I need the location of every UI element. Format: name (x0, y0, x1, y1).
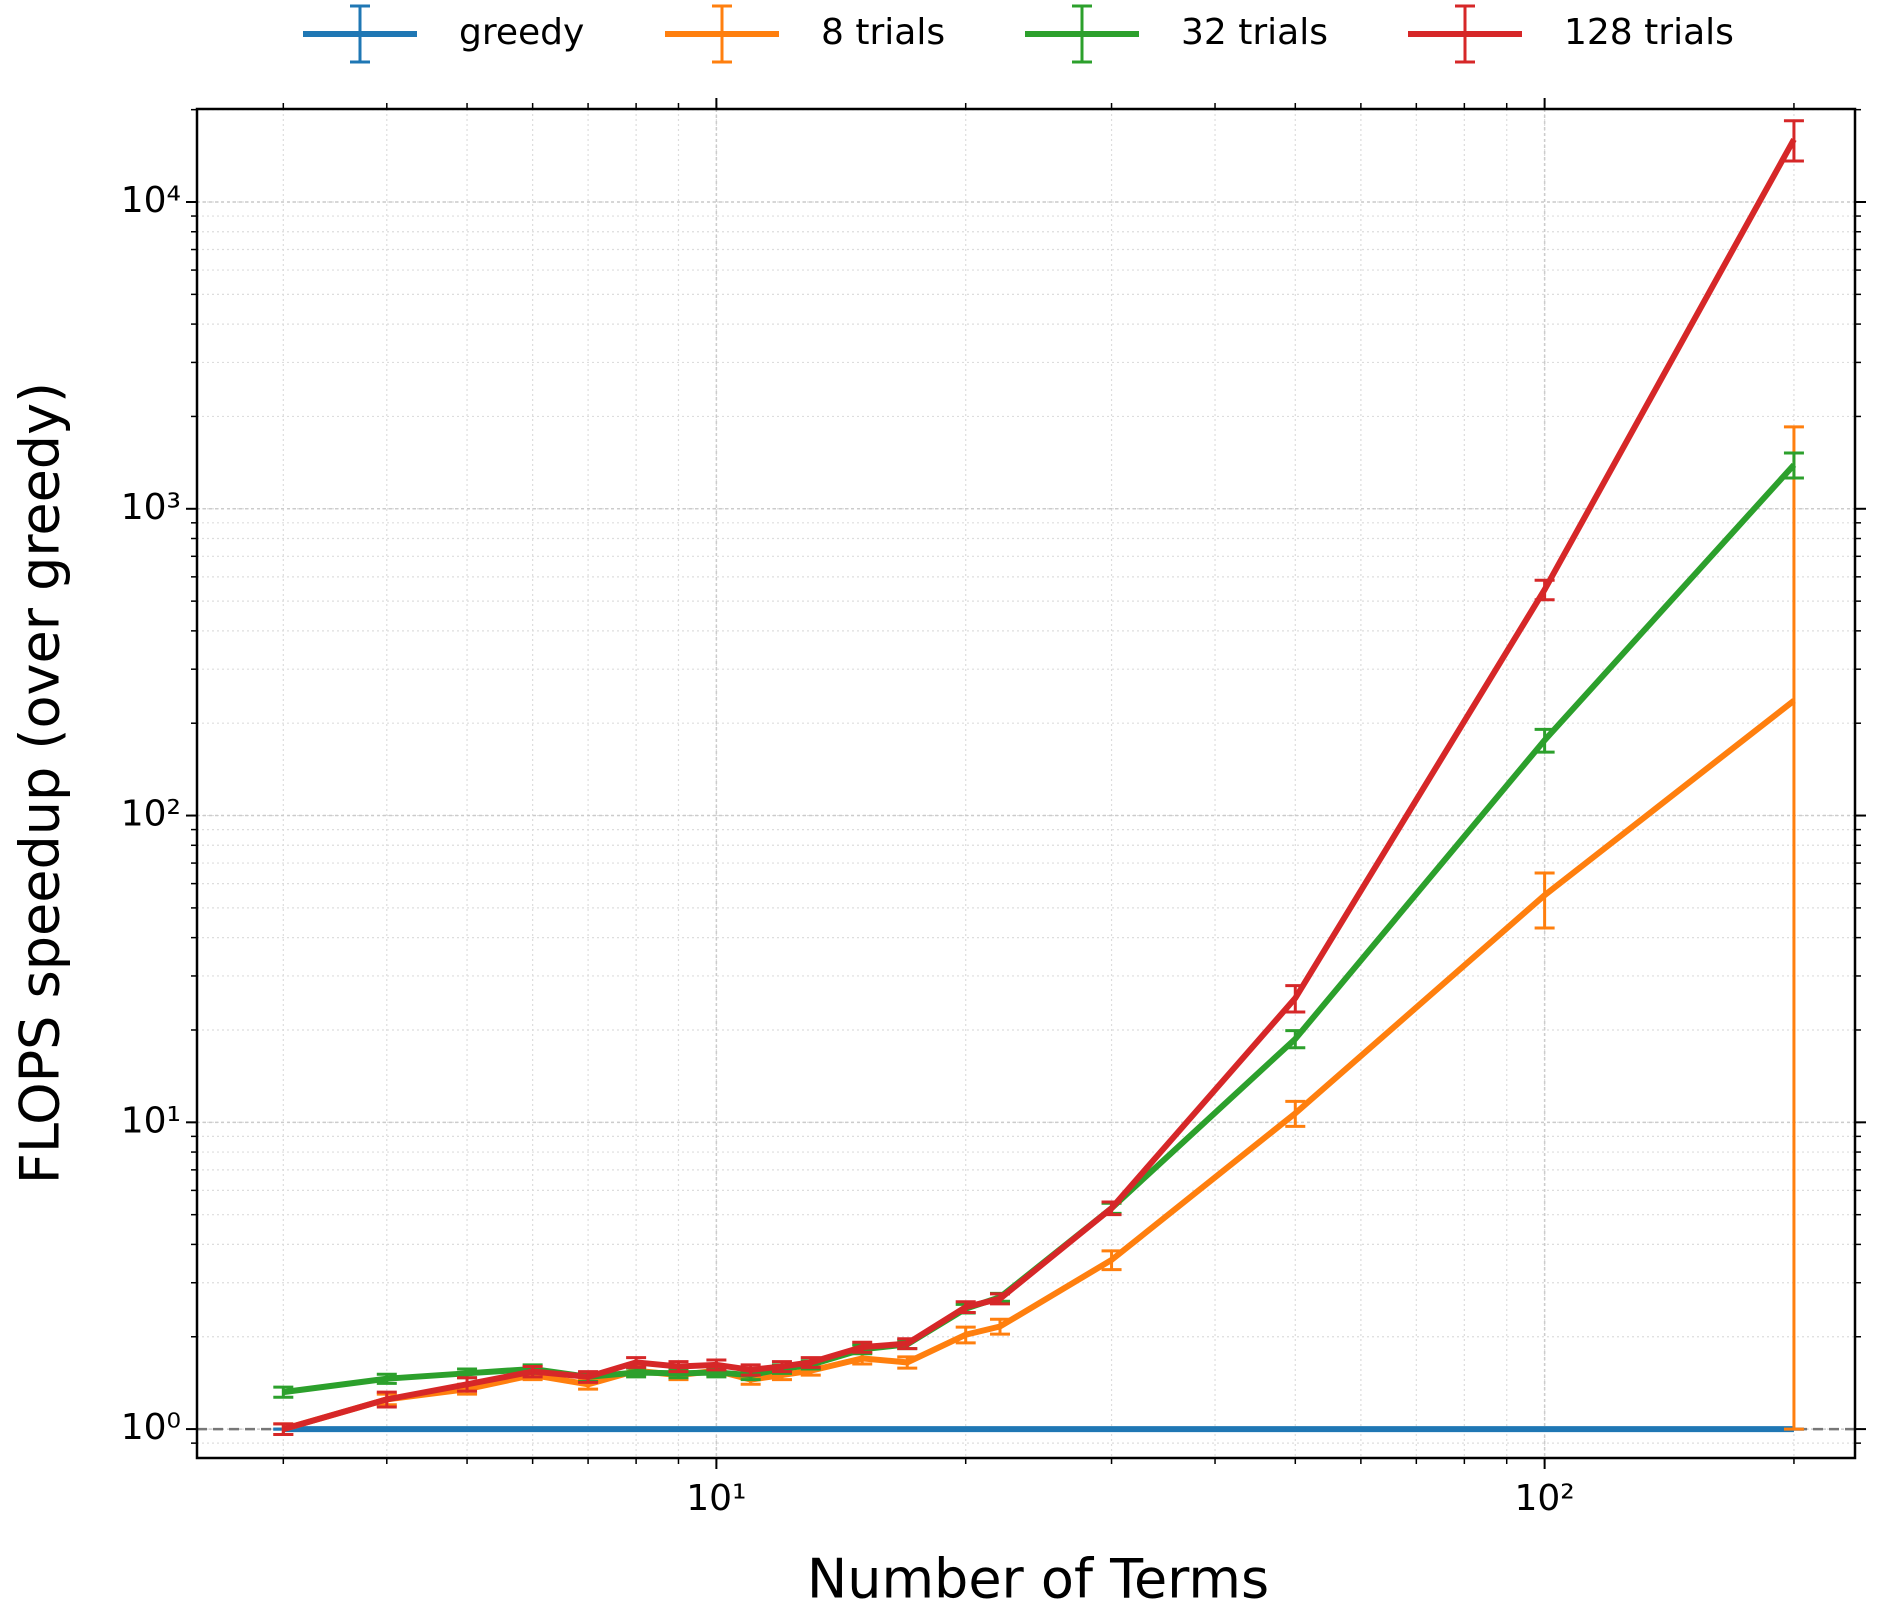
error-bar (457, 1376, 478, 1393)
x-tick-label: 10¹ (686, 1478, 746, 1519)
error-bar (989, 1292, 1010, 1306)
error-bar (273, 1385, 294, 1399)
legend-label: 32 trials (1181, 12, 1328, 53)
error-bar (852, 1340, 873, 1354)
series-line (282, 698, 1796, 1432)
error-bar (955, 1300, 976, 1314)
error-bar (578, 1370, 599, 1384)
error-bar (800, 1356, 821, 1369)
error-bar (376, 1390, 397, 1409)
legend-label: 8 trials (821, 12, 945, 53)
error-bar (897, 1337, 918, 1351)
error-bar (1534, 578, 1555, 602)
error-bar (522, 1364, 543, 1379)
error-bar (1534, 871, 1555, 930)
error-bar (273, 1422, 294, 1437)
plot-frame (195, 107, 1857, 1460)
y-tick-label: 10⁰ (121, 1407, 181, 1448)
error-bar (626, 1356, 647, 1369)
y-axis-label: FLOPS speedup (over greedy) (9, 382, 72, 1184)
error-bar (771, 1360, 792, 1374)
error-bar (1534, 727, 1555, 754)
error-bar (1285, 984, 1306, 1014)
x-tick-label: 10² (1514, 1478, 1574, 1519)
error-bar (706, 1358, 727, 1372)
error-bar (740, 1363, 761, 1377)
y-tick-label: 10⁴ (121, 180, 181, 221)
error-bar (1101, 1249, 1122, 1272)
legend-label: greedy (459, 12, 584, 53)
error-bar (376, 1372, 397, 1385)
error-bar (1783, 451, 1804, 480)
error-bar (1783, 119, 1804, 163)
legend-label: 128 trials (1564, 12, 1734, 53)
y-tick-label: 10³ (121, 487, 181, 528)
error-bar (897, 1355, 918, 1370)
error-bar (955, 1325, 976, 1345)
y-tick-label: 10¹ (121, 1100, 181, 1141)
error-bar (1285, 1029, 1306, 1050)
error-bar (1101, 1200, 1122, 1217)
series-line (282, 137, 1797, 1432)
error-bar (1285, 1099, 1306, 1128)
error-bar (1783, 425, 1804, 1431)
x-axis-label: Number of Terms (807, 1548, 1269, 1611)
error-bar (989, 1317, 1010, 1336)
y-tick-label: 10² (121, 794, 181, 835)
error-bar (668, 1360, 689, 1374)
series-line (282, 462, 1797, 1396)
